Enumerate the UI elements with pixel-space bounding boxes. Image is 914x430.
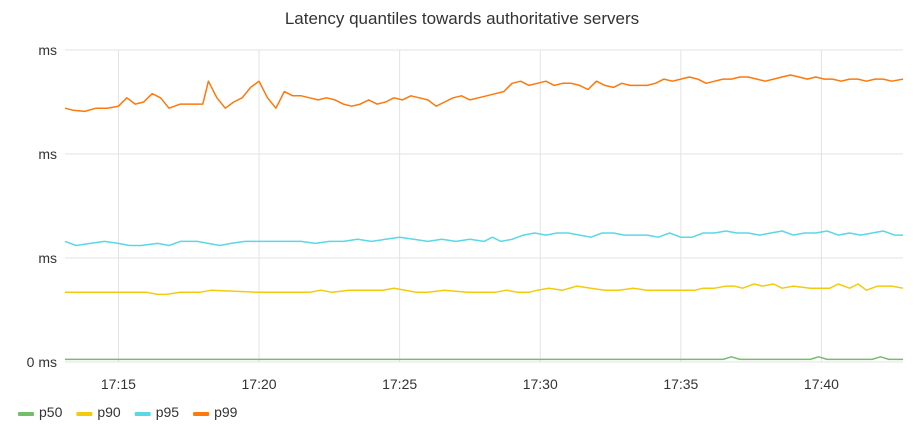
x-tick-label: 17:25 xyxy=(382,376,417,392)
series-layer xyxy=(64,74,904,361)
grid-layer xyxy=(65,49,903,363)
chart-title: Latency quantiles towards authoritative … xyxy=(285,9,639,28)
x-tick-label: 17:15 xyxy=(101,376,136,392)
axis-labels: ms ms ms 0 ms 17:15 17:20 17:25 17:30 17:35 17:40 xyxy=(27,42,840,392)
legend-swatch-p90 xyxy=(76,412,93,416)
series-line-p50 xyxy=(65,356,903,361)
legend-label-p90: p90 xyxy=(97,404,121,420)
legend-label-p50: p50 xyxy=(39,404,63,420)
legend-swatch-p99 xyxy=(193,412,210,416)
series-line-p99 xyxy=(64,74,904,113)
legend-label-p95: p95 xyxy=(156,404,180,420)
y-tick-label: ms xyxy=(38,42,57,58)
y-tick-label: ms xyxy=(38,146,57,162)
legend-label-p99: p99 xyxy=(214,404,238,420)
legend-swatch-p95 xyxy=(134,412,151,416)
x-tick-label: 17:30 xyxy=(523,376,558,392)
x-tick-label: 17:20 xyxy=(242,376,277,392)
legend: p50 p90 p95 p99 xyxy=(18,404,238,420)
x-tick-label: 17:35 xyxy=(663,376,698,392)
y-tick-label: ms xyxy=(38,250,57,266)
legend-swatch-p50 xyxy=(18,412,34,416)
series-line-p95 xyxy=(64,230,903,247)
x-tick-label: 17:40 xyxy=(804,376,839,392)
series-line-p90 xyxy=(65,283,904,296)
y-tick-label: 0 ms xyxy=(27,354,57,370)
